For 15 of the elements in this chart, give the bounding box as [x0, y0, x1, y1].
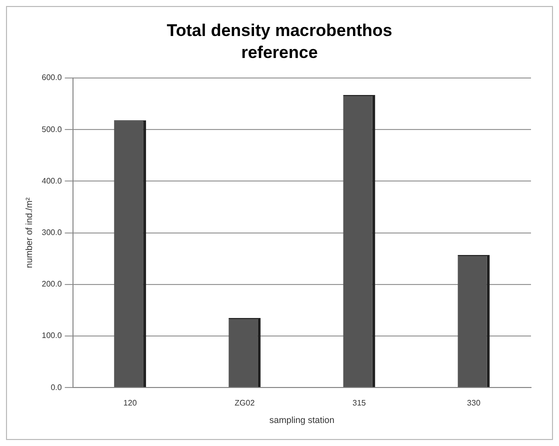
x-tick-label: 120 — [123, 398, 138, 408]
x-tick-label: 330 — [467, 398, 481, 408]
y-tick-label: 400.0 — [42, 176, 62, 186]
y-axis-title: number of ind./m² — [24, 198, 34, 268]
y-tick-label: 200.0 — [42, 280, 62, 289]
y-tick-label: 100.0 — [42, 331, 62, 340]
y-tick-label: 600.0 — [42, 73, 62, 82]
chart-title: Total density macrobenthos — [166, 20, 394, 42]
chart-subtitle: reference — [240, 42, 319, 64]
y-tick-label: 0.0 — [50, 382, 62, 392]
y-tick-label: 300.0 — [42, 228, 62, 238]
x-tick-label: ZG02 — [234, 398, 256, 408]
y-tick-label: 500.0 — [42, 124, 62, 134]
x-tick-label: 315 — [352, 398, 366, 408]
x-axis-title: sampling station — [269, 415, 334, 426]
